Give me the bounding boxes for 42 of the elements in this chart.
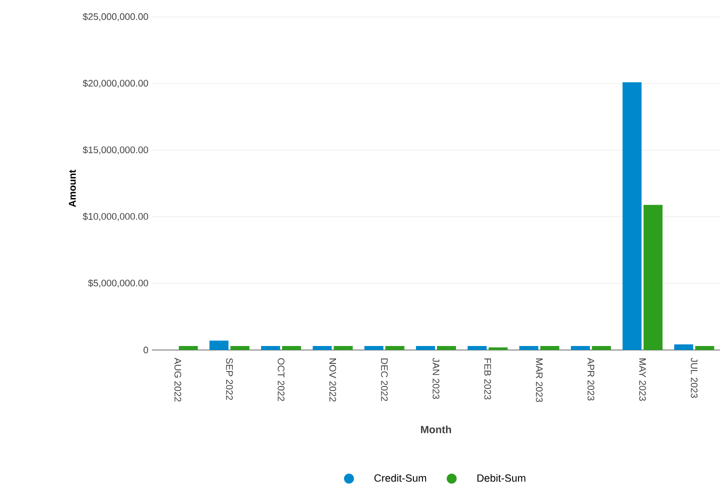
y-tick-label: $15,000,000.00 bbox=[82, 146, 148, 154]
x-tick-label: NOV 2022 bbox=[329, 358, 336, 402]
bar bbox=[385, 346, 404, 350]
bar bbox=[519, 346, 538, 350]
x-tick-label: JAN 2023 bbox=[432, 358, 440, 399]
x-tick-label: OCT 2022 bbox=[278, 358, 284, 401]
bar bbox=[570, 346, 590, 350]
y-tick-label: $10,000,000.00 bbox=[82, 212, 148, 221]
bar bbox=[416, 346, 436, 350]
x-tick-label: DEC 2022 bbox=[381, 358, 388, 401]
bar bbox=[209, 340, 228, 350]
x-tick-label: AUG 2022 bbox=[174, 358, 182, 402]
x-tick-label: APR 2023 bbox=[588, 358, 594, 400]
bar bbox=[674, 344, 694, 350]
bar bbox=[178, 346, 198, 350]
y-tick-label: 0 bbox=[144, 346, 148, 354]
x-tick-label: FEB 2023 bbox=[484, 358, 491, 400]
bar bbox=[437, 346, 456, 350]
x-axis-title: Month bbox=[421, 426, 452, 434]
x-tick-label: SEP 2022 bbox=[226, 358, 233, 400]
y-tick-label: $20,000,000.00 bbox=[82, 79, 148, 88]
bar bbox=[622, 82, 642, 350]
bar bbox=[488, 347, 508, 350]
legend-label: Debit-Sum bbox=[477, 474, 526, 482]
bar bbox=[540, 346, 560, 350]
bar bbox=[468, 346, 487, 350]
x-tick-label: MAY 2023 bbox=[639, 358, 646, 401]
bar bbox=[312, 346, 332, 350]
legend-label: Credit-Sum bbox=[374, 474, 426, 482]
bar bbox=[592, 346, 611, 350]
bar bbox=[282, 346, 302, 350]
bar bbox=[695, 346, 714, 350]
bar bbox=[230, 346, 250, 350]
x-tick-label: JUL 2023 bbox=[690, 358, 698, 398]
bar bbox=[644, 204, 663, 350]
bar bbox=[261, 346, 280, 350]
y-tick-label: $25,000,000.00 bbox=[82, 12, 148, 22]
x-tick-label: MAR 2023 bbox=[536, 358, 543, 402]
bar bbox=[364, 346, 384, 350]
y-axis-title: Amount bbox=[68, 170, 76, 208]
bar bbox=[334, 346, 353, 350]
y-tick-label: $5,000,000.00 bbox=[88, 279, 148, 288]
